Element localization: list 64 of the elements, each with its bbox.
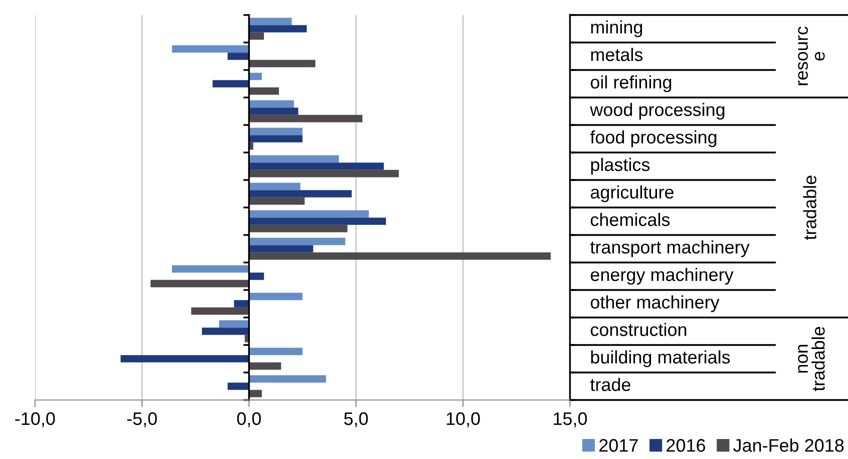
bar bbox=[150, 280, 249, 288]
bar bbox=[191, 307, 249, 315]
x-tick-label: -10,0 bbox=[15, 412, 55, 428]
y-tick-label: transport machinery bbox=[590, 240, 750, 258]
bar bbox=[202, 328, 249, 335]
bar bbox=[172, 265, 249, 273]
text: tradable bbox=[803, 176, 816, 240]
bar bbox=[249, 114, 362, 122]
bar bbox=[249, 252, 551, 260]
y-tick-label: building materials bbox=[591, 350, 730, 368]
legend-label: Jan-Feb 2018 bbox=[733, 438, 844, 452]
bar bbox=[249, 210, 369, 218]
y-tick-label: mining bbox=[591, 20, 642, 38]
bar bbox=[249, 238, 346, 246]
bar bbox=[249, 87, 279, 95]
y-tick-label: chemicals bbox=[590, 212, 670, 226]
y-tick-label: oil refining bbox=[590, 75, 672, 92]
bar bbox=[249, 197, 305, 205]
bar bbox=[249, 100, 294, 108]
bar bbox=[249, 25, 307, 32]
y-tick-label: plastics bbox=[591, 158, 650, 175]
y-tick-label: construction bbox=[590, 322, 686, 336]
bar bbox=[228, 52, 249, 60]
bar bbox=[249, 18, 292, 26]
bar bbox=[172, 45, 249, 53]
y-tick-label: trade bbox=[590, 378, 630, 392]
text: non tradable bbox=[798, 326, 825, 392]
bar bbox=[249, 128, 302, 136]
bar bbox=[249, 218, 386, 225]
bar bbox=[249, 375, 326, 383]
bar bbox=[249, 272, 264, 280]
bar bbox=[120, 355, 249, 362]
bar bbox=[249, 32, 264, 40]
x-tick-label: 10,0 bbox=[446, 412, 480, 428]
bar bbox=[249, 182, 300, 190]
bar bbox=[249, 60, 316, 68]
x-tick-label: -5,0 bbox=[127, 412, 157, 428]
bar bbox=[219, 320, 249, 328]
bar bbox=[249, 170, 399, 178]
y-tick-label: food processing bbox=[590, 130, 716, 148]
bar bbox=[249, 362, 282, 370]
bar bbox=[228, 382, 249, 390]
text: resourc e bbox=[798, 26, 825, 86]
bar bbox=[249, 155, 339, 163]
bar bbox=[234, 300, 249, 308]
y-tick-label: other machinery bbox=[590, 295, 720, 312]
bar bbox=[249, 292, 302, 300]
bar bbox=[249, 245, 314, 252]
x-tick-label: 5,0 bbox=[344, 412, 368, 428]
y-tick-label: metals bbox=[591, 48, 643, 62]
bar bbox=[249, 190, 352, 198]
y-tick-label: wood processing bbox=[590, 102, 724, 120]
bar bbox=[249, 348, 302, 356]
x-tick-label: 0,0 bbox=[237, 412, 261, 428]
y-tick-label: energy machinery bbox=[590, 268, 734, 285]
bar bbox=[249, 162, 384, 170]
bar bbox=[249, 135, 302, 142]
bar bbox=[212, 80, 249, 88]
x-tick-label: 15,0 bbox=[554, 412, 587, 428]
bar bbox=[249, 108, 298, 115]
bar bbox=[249, 224, 348, 232]
legend-label: 2017 bbox=[599, 439, 638, 452]
y-tick-label: agriculture bbox=[590, 185, 674, 202]
legend-label: 2016 bbox=[666, 439, 706, 452]
